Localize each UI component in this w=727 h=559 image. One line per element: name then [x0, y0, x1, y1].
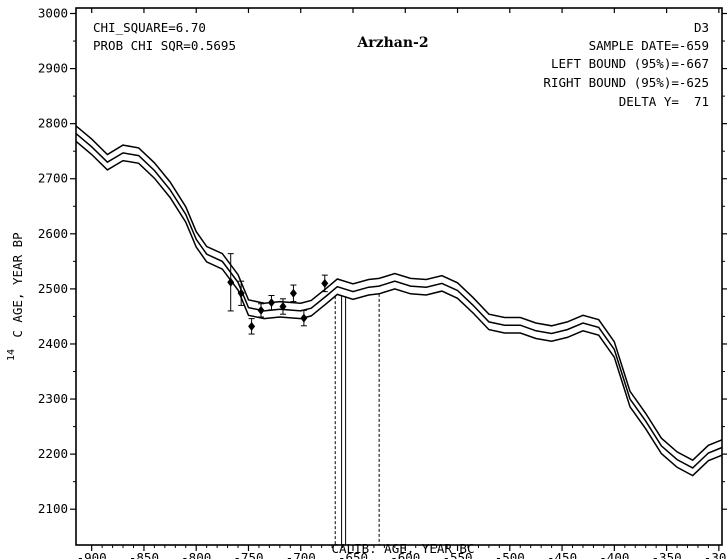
calibration-curve-center [75, 133, 723, 469]
sample-marker [227, 277, 235, 287]
sample-point-5 [267, 295, 275, 311]
y-tick-label: 2700 [38, 171, 68, 186]
y-tick-label: 2900 [38, 61, 68, 76]
x-tick-label: -650 [338, 550, 368, 559]
sample-marker [289, 288, 297, 298]
sample-marker [257, 305, 265, 315]
dataset-id-label: D3 [694, 20, 709, 35]
prob-chi-label: PROB CHI SQR=0.5695 [93, 38, 236, 53]
sample-date-label: SAMPLE DATE=-659 [589, 38, 709, 53]
sample-marker [321, 278, 329, 288]
x-tick-label: -400 [599, 550, 629, 559]
x-tick-label: -500 [495, 550, 525, 559]
delta-y-label: DELTA Y= 71 [619, 94, 709, 109]
x-tick-label: -800 [181, 550, 211, 559]
x-tick-label: -550 [442, 550, 472, 559]
x-tick-label: -450 [547, 550, 577, 559]
x-tick-label: -600 [390, 550, 420, 559]
sample-point-1 [227, 253, 235, 312]
sample-marker [237, 288, 245, 298]
chi-square-label: CHI_SQUARE=6.70 [93, 20, 206, 35]
y-tick-label: 2100 [38, 501, 68, 516]
right-bound-label: RIGHT BOUND (95%)=-625 [543, 75, 709, 90]
sample-point-4 [257, 303, 265, 318]
sample-point-9 [321, 274, 329, 293]
sample-point-6 [279, 298, 287, 315]
plot-frame [75, 7, 723, 546]
x-tick-label: -850 [129, 550, 159, 559]
y-tick-label: 2800 [38, 116, 68, 131]
sample-point-8 [300, 309, 308, 327]
x-tick-label: -750 [233, 550, 263, 559]
sample-marker [267, 298, 275, 308]
y-tick-label: 2300 [38, 391, 68, 406]
sample-marker [279, 302, 287, 312]
x-tick-label: -300 [704, 550, 727, 559]
chart-title: Arzhan-2 [356, 35, 428, 51]
sample-marker [300, 313, 308, 323]
calibration-curve-lower [75, 140, 723, 477]
y-tick-label: 3000 [38, 6, 68, 21]
y-axis-label-superscript: 14 [6, 349, 17, 361]
calibration-curve-upper [75, 125, 723, 462]
y-axis-label: C AGE, YEAR BP [10, 232, 25, 337]
x-axis-label: CALIB. AGE, YEAR BC [332, 541, 475, 556]
sample-point-7 [289, 284, 297, 303]
sample-marker [248, 321, 256, 331]
x-tick-label: -700 [286, 550, 316, 559]
y-tick-label: 2200 [38, 446, 68, 461]
sample-point-3 [248, 318, 256, 335]
y-tick-label: 2500 [38, 281, 68, 296]
x-tick-label: -350 [652, 550, 682, 559]
y-tick-label: 2600 [38, 226, 68, 241]
left-bound-label: LEFT BOUND (95%)=-667 [551, 56, 709, 71]
sample-point-2 [237, 280, 245, 306]
y-tick-label: 2400 [38, 336, 68, 351]
x-tick-label: -900 [77, 550, 107, 559]
